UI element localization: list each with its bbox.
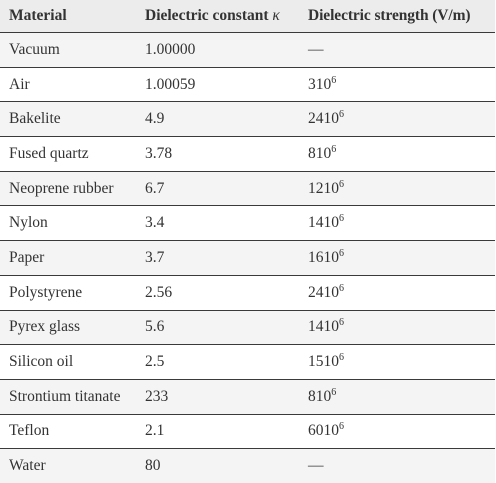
strength-base: 1210: [308, 179, 339, 197]
table-row: Pyrex glass 5.6 14106: [0, 309, 495, 345]
table-row: Bakelite 4.9 24106: [0, 101, 495, 137]
material-cell: Paper: [0, 240, 137, 276]
strength-base: —: [308, 40, 324, 58]
header-material: Material: [0, 0, 137, 33]
dielectric-constant-cell: 1.00000: [137, 32, 300, 68]
strength-base: 1410: [308, 214, 339, 232]
strength-base: 2410: [308, 283, 339, 301]
dielectric-constant-cell: 3.7: [137, 240, 300, 276]
material-cell: Water: [0, 448, 137, 483]
dielectric-strength-cell: 15106: [300, 344, 495, 380]
strength-base: 310: [308, 75, 332, 93]
material-cell: Vacuum: [0, 32, 137, 68]
dielectric-strength-cell: 12106: [300, 170, 495, 206]
material-cell: Fused quartz: [0, 136, 137, 172]
strength-base: 2410: [308, 110, 339, 128]
material-cell: Neoprene rubber: [0, 170, 137, 206]
dielectric-constant-cell: 3.4: [137, 205, 300, 241]
material-cell: Air: [0, 66, 137, 102]
material-cell: Nylon: [0, 205, 137, 241]
dielectric-constant-cell: 2.5: [137, 344, 300, 380]
dielectric-constant-cell: 4.9: [137, 101, 300, 137]
table-row: Neoprene rubber 6.7 12106: [0, 170, 495, 206]
dielectric-constant-cell: 80: [137, 448, 300, 483]
dielectric-strength-cell: —: [300, 448, 495, 483]
strength-exponent: 6: [339, 317, 344, 329]
strength-exponent: 6: [331, 386, 337, 398]
header-dielectric-strength: Dielectric strength (V/m): [300, 0, 495, 33]
strength-exponent: 6: [339, 247, 344, 259]
table-row: Water 80 —: [0, 448, 495, 483]
table-row: Paper 3.7 16106: [0, 240, 495, 276]
strength-exponent: 6: [331, 143, 337, 155]
strength-exponent: 6: [339, 109, 344, 121]
strength-base: 1510: [308, 353, 339, 371]
dielectric-strength-cell: 8106: [300, 378, 495, 415]
kappa-symbol: κ: [272, 7, 280, 24]
table-row: Vacuum 1.00000 —: [0, 32, 495, 68]
strength-base: 810: [308, 144, 332, 162]
dielectric-strength-cell: 24106: [300, 101, 495, 137]
strength-exponent: 6: [331, 74, 337, 86]
dielectric-strength-cell: 60106: [300, 413, 495, 449]
dielectric-strength-cell: 16106: [300, 240, 495, 276]
table-row: Air 1.00059 3106: [0, 66, 495, 102]
dielectric-constant-cell: 233: [137, 378, 300, 415]
dielectric-constant-cell: 1.00059: [137, 66, 300, 102]
dielectric-constant-cell: 6.7: [137, 170, 300, 206]
dielectric-strength-cell: 14106: [300, 309, 495, 345]
header-dielectric-constant: Dielectric constant κ: [137, 0, 300, 33]
strength-exponent: 6: [339, 178, 344, 190]
strength-exponent: 6: [339, 282, 344, 294]
header-row: Material Dielectric constant κ Dielectri…: [0, 0, 495, 33]
dielectric-strength-cell: 8106: [300, 136, 495, 172]
material-cell: Teflon: [0, 413, 137, 449]
dielectric-constant-cell: 5.6: [137, 309, 300, 345]
strength-exponent: 6: [339, 213, 344, 225]
table-row: Nylon 3.4 14106: [0, 205, 495, 241]
strength-base: 1410: [308, 318, 339, 336]
header-constant-label: Dielectric constant: [145, 7, 269, 24]
table-row: Fused quartz 3.78 8106: [0, 136, 495, 172]
dielectric-strength-cell: 24106: [300, 274, 495, 310]
table-row: Teflon 2.1 60106: [0, 413, 495, 449]
material-cell: Silicon oil: [0, 344, 137, 380]
dielectric-constant-cell: 2.56: [137, 274, 300, 310]
material-cell: Bakelite: [0, 101, 137, 137]
strength-base: —: [308, 457, 324, 475]
material-cell: Polystyrene: [0, 274, 137, 310]
table-row: Strontium titanate 233 8106: [0, 378, 495, 415]
strength-exponent: 6: [339, 421, 344, 433]
dielectric-constant-cell: 3.78: [137, 136, 300, 172]
strength-base: 810: [308, 387, 332, 405]
material-cell: Strontium titanate: [0, 378, 137, 415]
material-cell: Pyrex glass: [0, 309, 137, 345]
strength-base: 6010: [308, 422, 339, 440]
dielectric-strength-cell: 3106: [300, 66, 495, 102]
strength-base: 1610: [308, 248, 339, 266]
table-row: Silicon oil 2.5 15106: [0, 344, 495, 380]
strength-exponent: 6: [339, 352, 344, 364]
table-body: Vacuum 1.00000— Air 1.00059 3106 Bakelite 4.9 2…: [0, 32, 495, 483]
table-row: Polystyrene 2.56 24106: [0, 274, 495, 310]
dielectric-strength-cell: —: [300, 32, 495, 68]
dielectric-strength-cell: 14106: [300, 205, 495, 241]
dielectric-constant-cell: 2.1: [137, 413, 300, 449]
